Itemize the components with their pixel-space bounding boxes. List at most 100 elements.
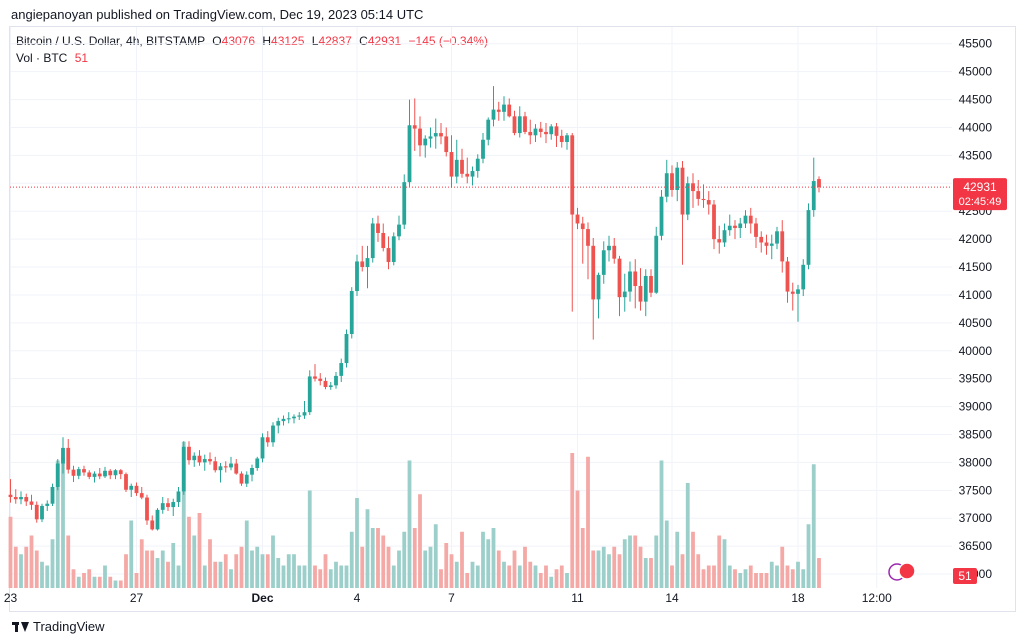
candle: [208, 452, 212, 465]
candle: [55, 459, 60, 491]
volume-bar: [607, 554, 611, 588]
volume-bar: [8, 516, 13, 588]
candle: [565, 133, 569, 150]
volume-bar: [103, 565, 107, 588]
candle-body: [365, 258, 370, 268]
volume-bar: [334, 561, 338, 588]
candle: [712, 200, 716, 250]
price-axis[interactable]: 3600036500370003750038000385003900039500…: [959, 37, 993, 581]
candle-body: [491, 109, 496, 120]
candle-body: [496, 109, 501, 112]
volume-bar: [785, 565, 790, 588]
events-marker[interactable]: [888, 562, 916, 581]
candle-body: [155, 509, 160, 530]
volume-bar: [528, 561, 533, 588]
volume-bar: [444, 543, 449, 588]
last-price-value: 42931: [963, 180, 997, 194]
candle: [376, 215, 380, 242]
candle-body: [565, 135, 569, 142]
symbol-legend[interactable]: Bitcoin / U.S. Dollar, 4h, BITSTAMP O430…: [16, 34, 488, 48]
candle: [360, 245, 365, 272]
volume-bar: [139, 539, 144, 588]
candle: [580, 216, 585, 264]
time-axis[interactable]: 23 27 Dec 4 7 11 14 18 12:00: [4, 591, 892, 605]
volume-legend[interactable]: Vol · BTC 51: [16, 51, 88, 65]
candle-body: [187, 446, 191, 461]
candle-body: [817, 179, 821, 188]
candle: [244, 471, 249, 487]
volume-legend-label[interactable]: Vol · BTC: [16, 51, 68, 65]
close-label: C: [359, 34, 368, 48]
volume-bar: [570, 453, 575, 588]
candle: [696, 179, 701, 206]
candle: [202, 454, 207, 471]
candle-body: [449, 152, 454, 177]
volume-bar: [297, 565, 302, 588]
volume-bar: [549, 576, 554, 588]
candle-body: [796, 289, 800, 294]
candle-body: [339, 363, 344, 376]
candle: [554, 123, 559, 148]
volume-bar: [97, 576, 102, 588]
candle-body: [759, 236, 764, 243]
volume-bar: [622, 539, 627, 588]
volume-bar: [796, 561, 800, 588]
candle: [124, 472, 128, 492]
candle: [601, 241, 606, 284]
candle-body: [801, 264, 806, 290]
tradingview-brand[interactable]: TradingView: [12, 619, 105, 634]
volume-bar: [234, 554, 239, 588]
candle-body: [622, 291, 627, 298]
volume-bar: [418, 494, 422, 588]
symbol-title[interactable]: Bitcoin / U.S. Dollar, 4h, BITSTAMP: [16, 34, 205, 48]
candle-body: [370, 223, 375, 259]
time-tick-label: 23: [4, 591, 18, 605]
volume-bar: [402, 531, 407, 588]
price-tick-label: 36500: [959, 539, 993, 553]
candle: [339, 358, 344, 383]
candle-body: [82, 469, 86, 473]
volume-bar: [391, 565, 396, 588]
volume-bar: [76, 576, 81, 588]
price-tick-label: 41000: [959, 288, 993, 302]
candle-body: [45, 503, 50, 506]
volume-bar: [575, 490, 580, 588]
candle: [790, 282, 795, 311]
volume-bar: [176, 565, 181, 588]
candle-body: [40, 505, 44, 520]
candle: [817, 176, 821, 193]
candle-body: [61, 447, 65, 464]
candle: [780, 220, 785, 273]
candle: [365, 245, 370, 289]
candle-body: [659, 196, 664, 236]
volume-bar: [40, 561, 44, 588]
candle-body: [544, 131, 548, 135]
volume-bar: [591, 550, 596, 588]
volume-bar: [759, 573, 764, 588]
candle-body: [533, 128, 538, 136]
price-tick-label: 38000: [959, 455, 993, 469]
volume-bar: [265, 554, 270, 588]
candle: [66, 438, 71, 474]
candle-body: [208, 459, 212, 462]
volume-bar: [71, 569, 76, 588]
volume-bar: [218, 561, 223, 588]
event-flag-icon[interactable]: [898, 562, 916, 580]
candle: [344, 329, 349, 368]
candle-body: [465, 173, 470, 177]
candle-body: [76, 469, 81, 476]
close-value: 42931: [367, 34, 402, 48]
candle-body: [297, 415, 302, 417]
candle-body: [344, 334, 349, 364]
volume-bar: [19, 554, 23, 588]
volume-bar: [213, 561, 218, 588]
candle: [139, 486, 144, 500]
candle-body: [685, 183, 690, 215]
candle: [654, 226, 659, 294]
candle-body: [633, 271, 638, 287]
volume-bar: [250, 550, 254, 588]
candle: [433, 118, 438, 149]
volume-bar: [271, 535, 275, 588]
low-label: L: [311, 34, 319, 48]
